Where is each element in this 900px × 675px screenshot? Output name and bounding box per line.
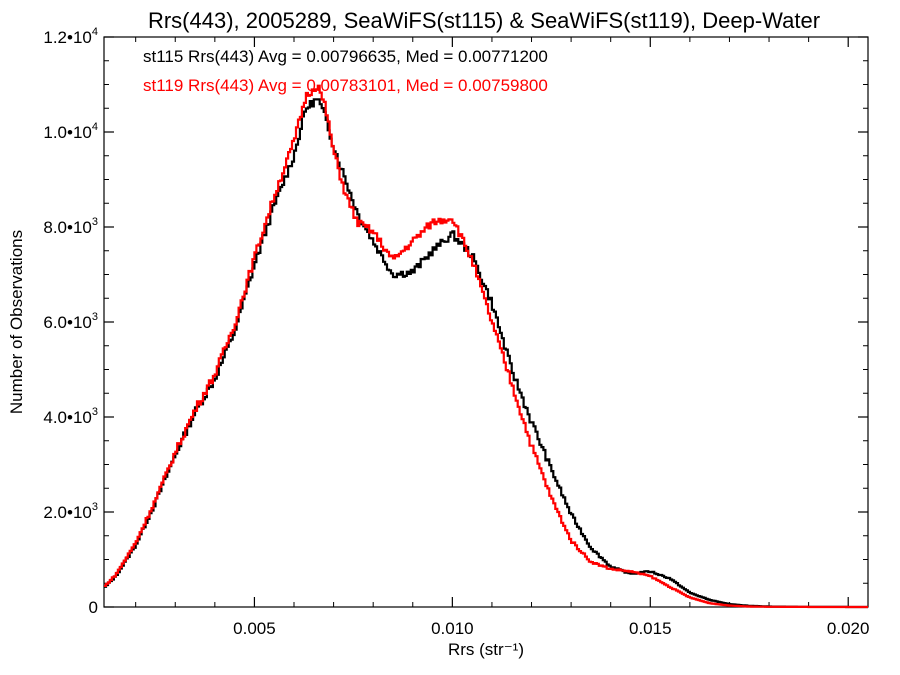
x-tick-label: 0.005 bbox=[233, 619, 276, 638]
x-tick-label: 0.015 bbox=[629, 619, 672, 638]
y-tick-label: 8.0•103 bbox=[43, 216, 98, 237]
stats-line-st119: st119 Rrs(443) Avg = 0.00783101, Med = 0… bbox=[143, 76, 548, 95]
stats-line-st115: st115 Rrs(443) Avg = 0.00796635, Med = 0… bbox=[143, 47, 548, 66]
y-tick-label: 0 bbox=[89, 598, 98, 617]
y-axis: 0 2.0•103 4.0•103 6.0•103 8.0•103 1.0•104 1.2•… bbox=[43, 26, 868, 617]
y-tick-label: 6.0•103 bbox=[43, 311, 98, 332]
x-axis: 0.005 0.010 0.015 0.020 bbox=[135, 37, 870, 638]
y-tick-label: 1.0•104 bbox=[43, 121, 98, 142]
plot-frame bbox=[103, 36, 869, 608]
y-tick-label: 2.0•103 bbox=[43, 501, 98, 522]
series-line-st115 bbox=[104, 98, 868, 609]
series-lines bbox=[104, 84, 868, 609]
plot-area: 0 2.0•103 4.0•103 6.0•103 8.0•103 1.0•104 1.2•… bbox=[43, 26, 869, 638]
y-tick-label: 4.0•103 bbox=[43, 406, 98, 427]
y-axis-label: Number of Observations bbox=[7, 230, 26, 414]
x-tick-label: 0.020 bbox=[827, 619, 870, 638]
y-tick-label: 1.2•104 bbox=[43, 26, 98, 47]
chart-title: Rrs(443), 2005289, SeaWiFS(st115) & SeaW… bbox=[148, 8, 820, 33]
x-tick-label: 0.010 bbox=[431, 619, 474, 638]
x-axis-label: Rrs (str⁻¹) bbox=[448, 640, 524, 659]
series-line-st119 bbox=[104, 84, 868, 609]
